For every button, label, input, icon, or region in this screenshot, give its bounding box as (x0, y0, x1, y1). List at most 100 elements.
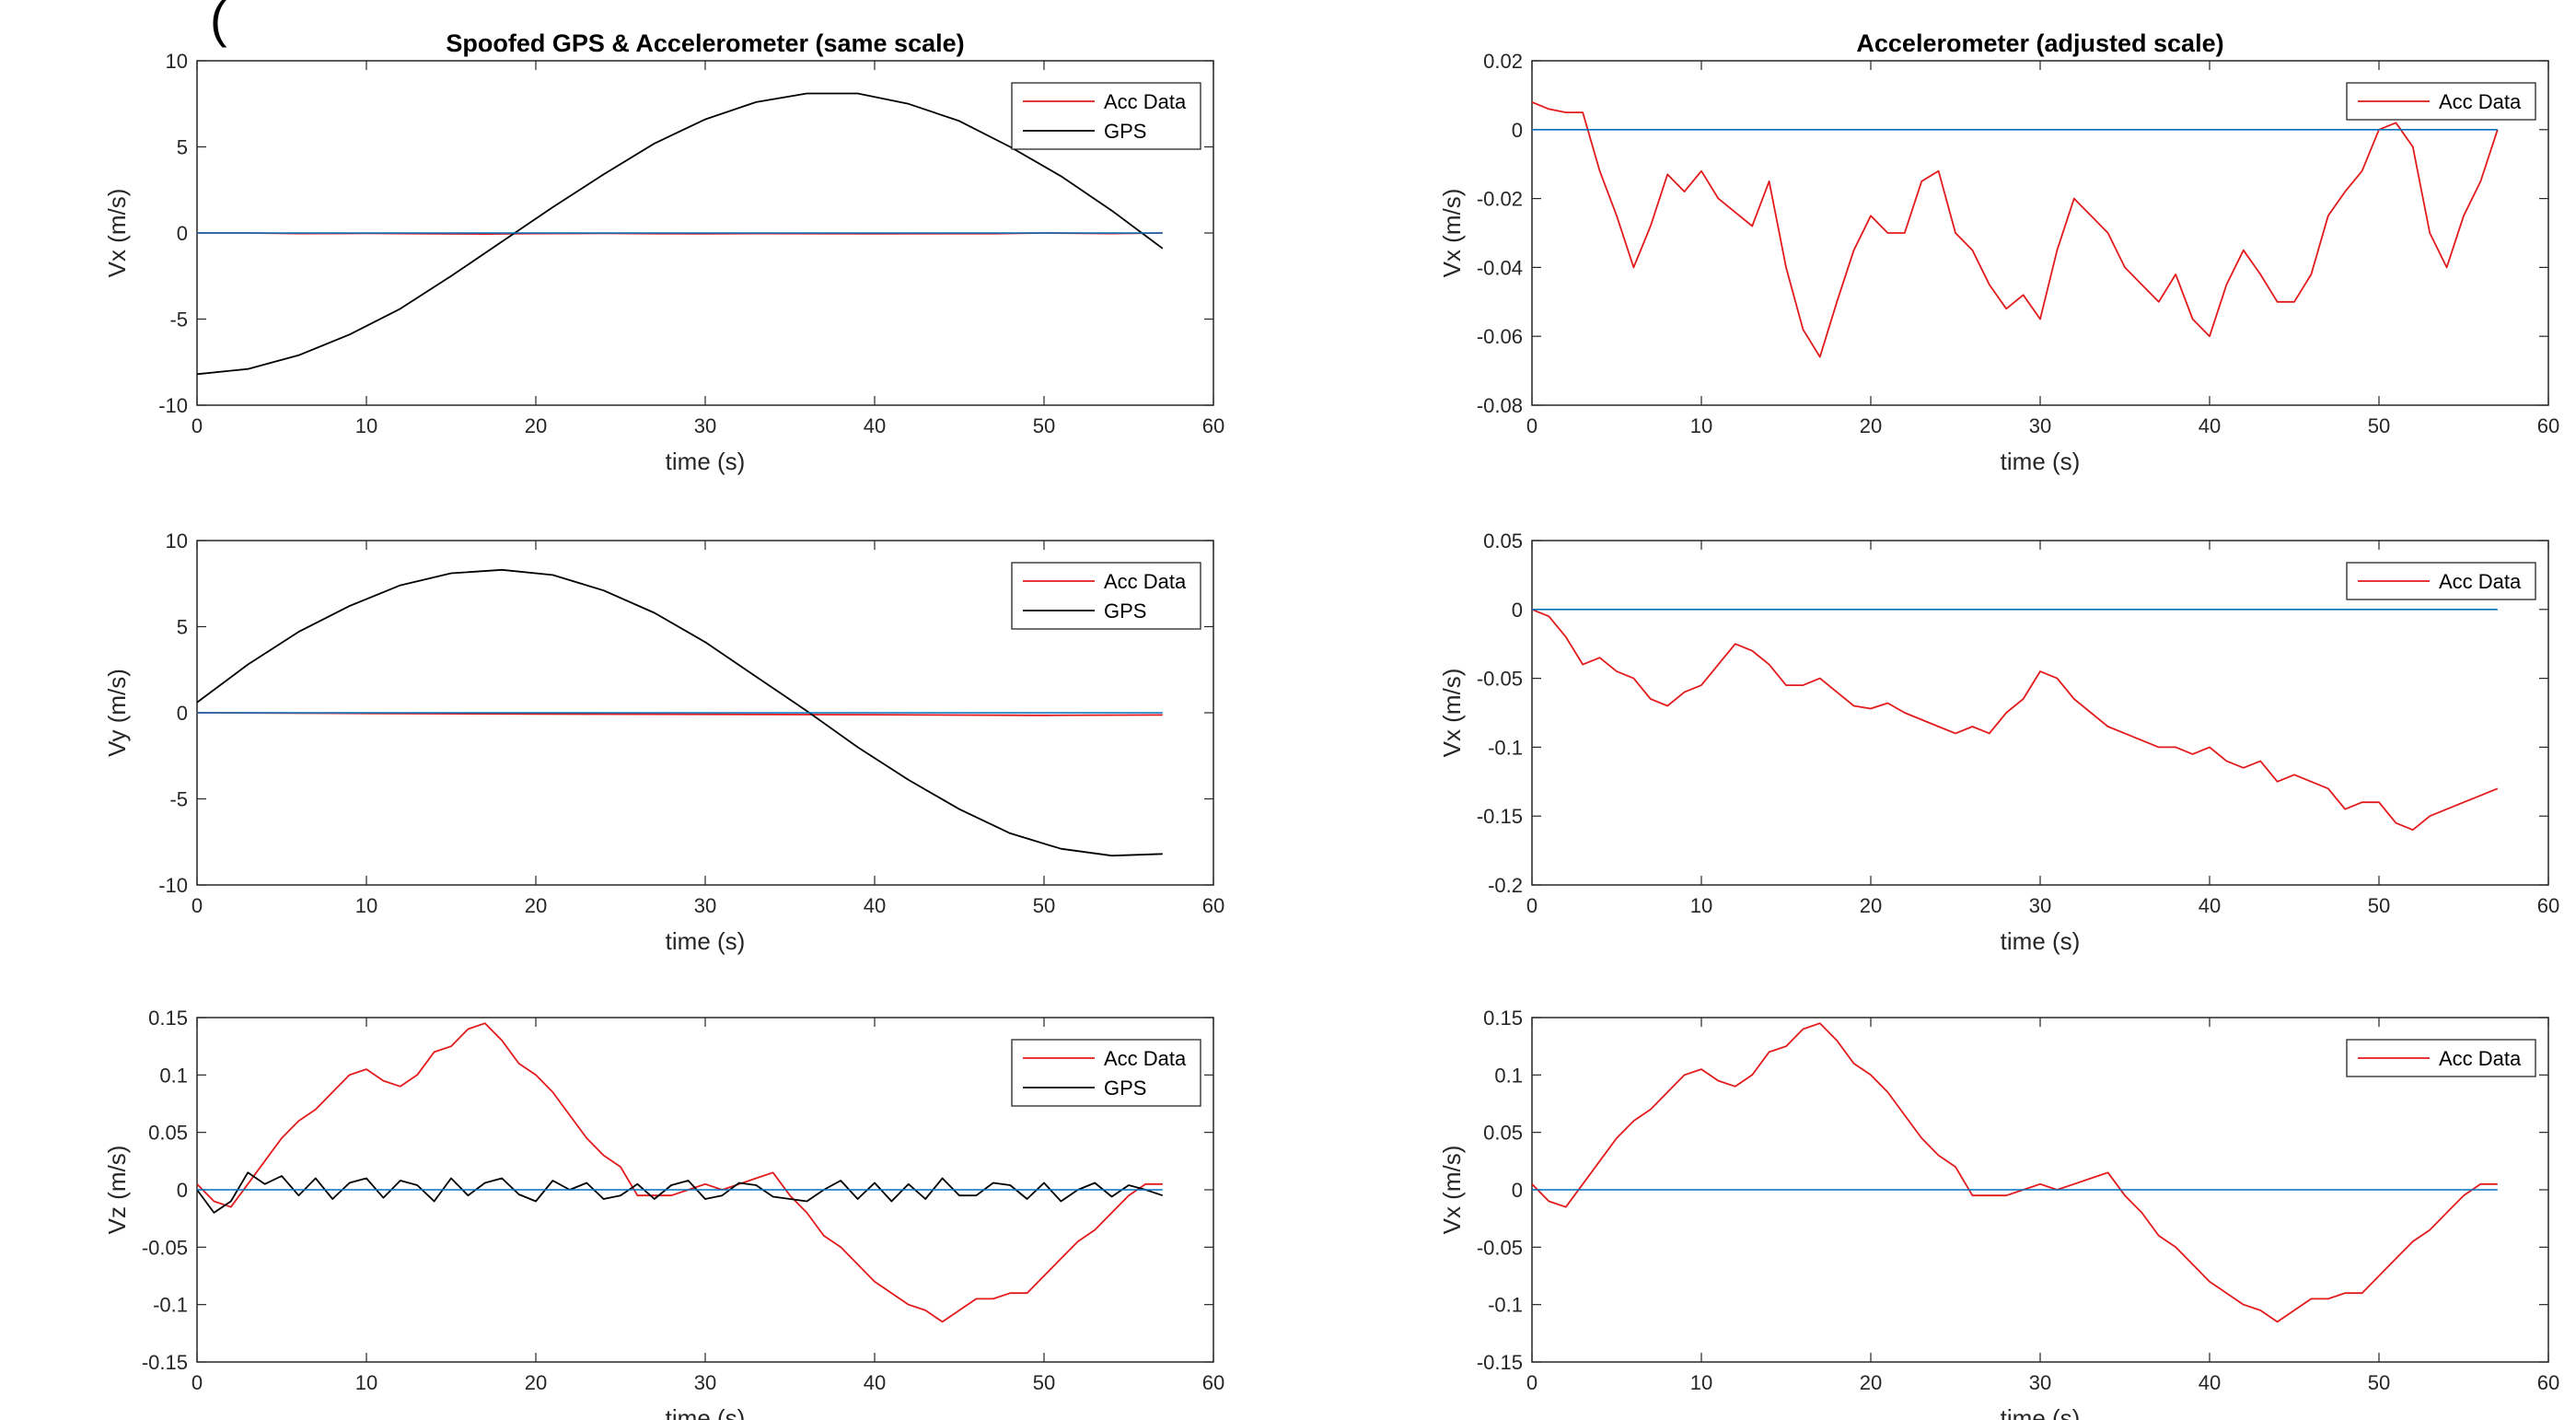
x-tick-label: 0 (191, 414, 203, 437)
series-group (1532, 101, 2499, 358)
y-axis-label: Vx (m/s) (1438, 669, 1466, 758)
x-tick-label: 20 (1860, 1371, 1882, 1394)
x-tick-label: 30 (694, 894, 716, 917)
legend-box (1011, 562, 1201, 630)
y-tick-label: -0.05 (142, 1236, 188, 1259)
y-tick-label: 0.05 (1483, 530, 1523, 553)
acc-data-line (1532, 608, 2499, 832)
x-tick-label: 0 (1526, 1371, 1537, 1394)
x-tick-label: 40 (2199, 414, 2221, 437)
gps-line (197, 92, 1164, 376)
y-tick-label: 0 (1512, 1179, 1523, 1202)
y-tick-label: -0.05 (1477, 668, 1523, 691)
y-tick-label: -0.2 (1488, 874, 1523, 897)
y-axis-label: Vx (m/s) (103, 189, 131, 278)
y-tick-label: 0 (1512, 119, 1523, 142)
x-tick-label: 0 (1526, 414, 1537, 437)
x-tick-label: 30 (2029, 894, 2051, 917)
y-tick-label: 0.1 (1494, 1064, 1523, 1087)
legend: Acc Data GPS (1011, 1039, 1201, 1107)
y-tick-label: -0.05 (1477, 1236, 1523, 1259)
x-tick-label: 40 (864, 414, 886, 437)
x-axis-label: time (s) (2001, 448, 2081, 475)
x-tick-label: 20 (525, 894, 547, 917)
y-tick-label: 0 (177, 1179, 188, 1202)
y-axis-label: Vx (m/s) (1438, 189, 1466, 278)
y-tick-label: -0.1 (1488, 736, 1523, 759)
x-axis-label: time (s) (666, 927, 746, 955)
y-tick-label: 0.05 (148, 1122, 188, 1145)
y-tick-label: 0 (177, 702, 188, 725)
subplot-6: 0 10 20 30 40 50 60 -0.15 -0.1 -0.05 0 0.05 0.1 0.15 t… (1438, 1007, 2559, 1420)
y-axis-label: Vy (m/s) (103, 669, 131, 757)
y-tick-label: 10 (166, 50, 188, 73)
x-tick-label: 50 (1033, 1371, 1055, 1394)
y-tick-label: 0.02 (1483, 50, 1523, 73)
y-tick-label: -0.15 (142, 1351, 188, 1374)
y-tick-label: -0.06 (1477, 325, 1523, 348)
x-tick-label: 10 (355, 414, 377, 437)
legend: Acc Data GPS (1011, 82, 1201, 150)
y-tick-label: 5 (177, 136, 188, 159)
x-tick-label: 20 (525, 414, 547, 437)
x-tick-label: 0 (191, 894, 203, 917)
subplot-title: Spoofed GPS & Accelerometer (same scale) (446, 29, 964, 57)
x-tick-label: 10 (355, 1371, 377, 1394)
subplot-3: 0 10 20 30 40 50 60 -10 -5 0 5 10 time (s) Vy (m/s) Ac… (103, 530, 1224, 955)
x-tick-label: 60 (2537, 1371, 2559, 1394)
x-axis-label: time (s) (666, 1404, 746, 1420)
x-tick-label: 30 (694, 414, 716, 437)
legend-label: Acc Data (1104, 1047, 1187, 1070)
legend-label: GPS (1104, 1077, 1146, 1100)
y-tick-label: -0.15 (1477, 1351, 1523, 1374)
legend: Acc Data (2346, 1039, 2536, 1077)
y-tick-label: -5 (169, 308, 188, 332)
x-tick-label: 40 (2199, 894, 2221, 917)
x-tick-label: 30 (2029, 1371, 2051, 1394)
x-tick-label: 50 (1033, 894, 1055, 917)
subplot-1: 0 10 20 30 40 50 60 -10 -5 0 5 10 time (s) Vx (m/s) Sp… (103, 29, 1224, 475)
x-axis-label: time (s) (2001, 1404, 2081, 1420)
y-tick-label: 0.15 (148, 1007, 188, 1030)
y-tick-label: -0.02 (1477, 188, 1523, 211)
x-tick-label: 30 (2029, 414, 2051, 437)
x-axis-label: time (s) (666, 448, 746, 475)
y-tick-label: -0.1 (1488, 1294, 1523, 1317)
legend-box (1011, 1039, 1201, 1107)
x-tick-label: 20 (1860, 414, 1882, 437)
series-group (1532, 608, 2499, 832)
y-tick-label: -0.04 (1477, 256, 1523, 279)
legend-box (1011, 82, 1201, 150)
acc-data-line (1532, 101, 2499, 358)
x-tick-label: 50 (1033, 414, 1055, 437)
legend-label: Acc Data (1104, 570, 1187, 593)
x-tick-label: 30 (694, 1371, 716, 1394)
x-tick-label: 50 (2368, 1371, 2390, 1394)
x-tick-label: 10 (1690, 894, 1712, 917)
subplot-title: Accelerometer (adjusted scale) (1856, 29, 2223, 57)
x-tick-label: 20 (1860, 894, 1882, 917)
x-tick-label: 0 (191, 1371, 203, 1394)
y-tick-label: 10 (166, 530, 188, 553)
y-tick-label: -0.08 (1477, 394, 1523, 417)
y-tick-label: -10 (158, 394, 188, 417)
acc-data-line (1532, 1022, 2498, 1323)
x-tick-label: 40 (864, 1371, 886, 1394)
series-group (197, 1022, 1164, 1323)
y-tick-label: 0.1 (159, 1064, 188, 1087)
x-tick-label: 10 (355, 894, 377, 917)
y-tick-label: -10 (158, 874, 188, 897)
x-tick-label: 20 (525, 1371, 547, 1394)
acc-data-line (197, 1022, 1163, 1323)
x-tick-label: 10 (1690, 1371, 1712, 1394)
y-tick-label: 0.05 (1483, 1122, 1523, 1145)
y-tick-label: -0.15 (1477, 805, 1523, 828)
y-tick-label: 0 (177, 222, 188, 245)
x-tick-label: 60 (1202, 894, 1224, 917)
gps-line (197, 1171, 1164, 1214)
y-tick-label: 5 (177, 616, 188, 639)
x-tick-label: 40 (2199, 1371, 2221, 1394)
legend-label: GPS (1104, 120, 1146, 143)
